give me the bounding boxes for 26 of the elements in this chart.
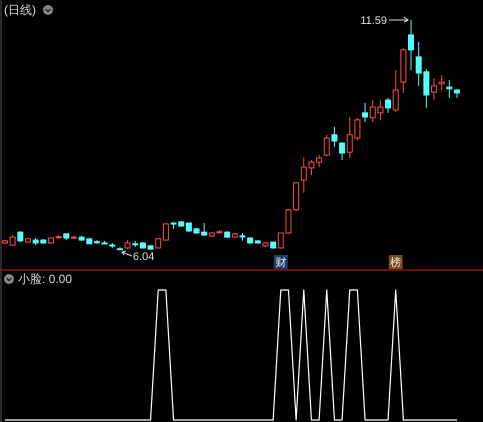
candlestick bbox=[385, 97, 392, 114]
chart-title: (日线) bbox=[4, 3, 36, 17]
candlestick bbox=[331, 126, 338, 148]
text: 榜 bbox=[390, 256, 402, 269]
candlestick bbox=[423, 68, 430, 108]
annotation: 11.59 bbox=[360, 15, 388, 27]
candlestick bbox=[155, 237, 162, 250]
candlestick bbox=[408, 20, 414, 71]
candlestick bbox=[370, 99, 376, 122]
candlestick bbox=[392, 70, 399, 112]
candlestick bbox=[339, 142, 346, 161]
candlestick bbox=[446, 80, 452, 98]
text: 财 bbox=[275, 256, 286, 269]
candlestick bbox=[124, 240, 131, 250]
candlestick bbox=[162, 222, 169, 242]
candlestick bbox=[377, 99, 384, 120]
candlestick bbox=[416, 41, 422, 86]
candlestick bbox=[17, 230, 24, 243]
candlestick bbox=[346, 116, 353, 158]
candlestick bbox=[354, 117, 360, 141]
candlestick bbox=[431, 78, 438, 100]
candlestick bbox=[324, 134, 330, 157]
candlestick bbox=[362, 102, 368, 122]
candlestick bbox=[438, 74, 445, 91]
chart-title: 小脸: 0.00 bbox=[18, 272, 72, 286]
text: 6.04 bbox=[132, 251, 154, 263]
